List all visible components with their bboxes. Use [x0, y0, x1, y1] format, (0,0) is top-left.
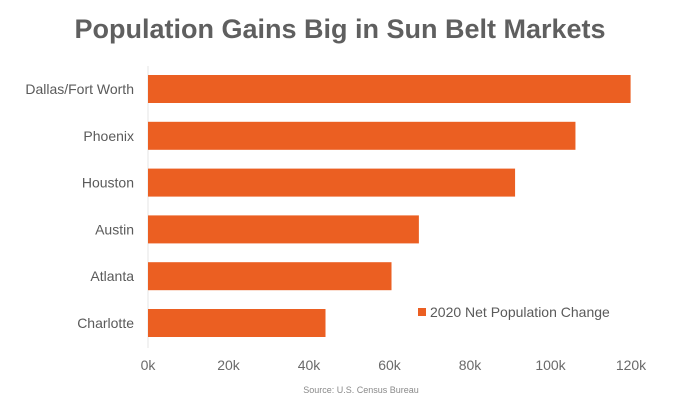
source-note: Source: U.S. Census Bureau — [303, 385, 419, 395]
x-tick-label: 80k — [459, 357, 483, 373]
legend-swatch — [418, 308, 426, 316]
bar-dallas-fort-worth — [148, 75, 631, 103]
category-label: Charlotte — [77, 315, 134, 331]
category-label: Phoenix — [83, 128, 134, 144]
category-label: Houston — [82, 175, 134, 191]
bar-phoenix — [148, 121, 576, 150]
bar-atlanta — [148, 262, 392, 291]
chart-title: Population Gains Big in Sun Belt Markets — [74, 14, 606, 44]
bar-houston — [148, 168, 516, 197]
category-label: Dallas/Fort Worth — [25, 81, 134, 97]
x-tick-label: 60k — [378, 357, 402, 373]
x-tick-label: 120k — [616, 357, 647, 373]
legend-label: 2020 Net Population Change — [430, 304, 610, 320]
x-tick-label: 20k — [217, 357, 241, 373]
x-tick-label: 100k — [535, 357, 566, 373]
category-label: Austin — [95, 221, 134, 237]
x-tick-label: 0k — [141, 357, 157, 373]
category-label: Atlanta — [90, 268, 134, 284]
bar-charlotte — [148, 309, 326, 337]
x-tick-label: 40k — [298, 357, 322, 373]
bar-austin — [148, 215, 419, 244]
